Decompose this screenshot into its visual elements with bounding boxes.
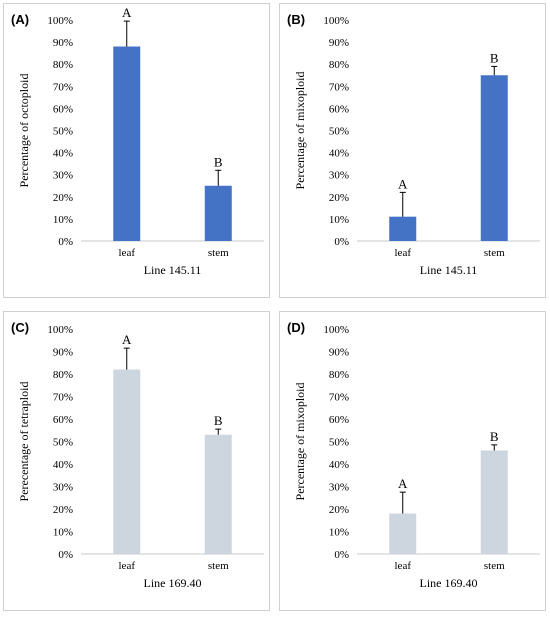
y-tick-label: 50% [53, 126, 73, 138]
y-tick-label: 90% [329, 37, 349, 49]
y-tick-label: 60% [53, 414, 73, 426]
bar-leaf [113, 369, 141, 554]
y-tick-label: 70% [329, 81, 349, 93]
significance-letter: B [490, 429, 499, 444]
y-tick-label: 100% [47, 15, 73, 27]
y-tick-label: 0% [58, 236, 73, 248]
x-category-label: leaf [119, 247, 136, 259]
y-axis-title: Percentage of octoploid [17, 74, 31, 188]
y-tick-label: 0% [334, 236, 349, 248]
x-axis-title: Line 169.40 [144, 576, 202, 590]
y-tick-label: 10% [53, 527, 73, 539]
y-tick-label: 50% [329, 437, 349, 449]
bar-stem [480, 450, 508, 554]
y-tick-label: 40% [329, 459, 349, 471]
panel-label: (A) [11, 12, 30, 27]
y-tick-label: 10% [53, 214, 73, 226]
y-tick-label: 80% [53, 59, 73, 71]
significance-letter: B [214, 154, 223, 169]
y-tick-label: 60% [329, 414, 349, 426]
x-category-label: leaf [395, 247, 412, 259]
bar-stem [204, 434, 232, 554]
y-tick-label: 100% [323, 15, 349, 27]
y-tick-label: 30% [329, 482, 349, 494]
significance-letter: A [398, 176, 408, 191]
y-tick-label: 40% [53, 148, 73, 160]
y-tick-label: 40% [53, 459, 73, 471]
y-tick-label: 80% [53, 369, 73, 381]
bar-stem [480, 75, 508, 241]
y-axis-title: Perecentage of tetraploid [17, 382, 31, 502]
x-axis-title: Line 145.11 [420, 263, 478, 277]
y-axis-title: Percentage of mixoploid [293, 383, 307, 501]
significance-letter: A [122, 5, 132, 20]
x-category-label: stem [484, 560, 505, 572]
y-tick-label: 20% [53, 192, 73, 204]
y-tick-label: 70% [53, 392, 73, 404]
bar-leaf [389, 216, 417, 241]
y-tick-label: 20% [329, 192, 349, 204]
panel-label: (B) [287, 12, 306, 27]
x-category-label: leaf [395, 560, 412, 572]
y-tick-label: 100% [47, 324, 73, 336]
y-tick-label: 40% [329, 148, 349, 160]
x-category-label: stem [208, 247, 229, 259]
y-tick-label: 50% [329, 126, 349, 138]
bar-leaf [389, 513, 417, 554]
significance-letter: B [214, 413, 223, 428]
y-tick-label: 30% [329, 170, 349, 182]
x-axis-title: Line 145.11 [144, 263, 202, 277]
y-tick-label: 90% [329, 347, 349, 359]
y-tick-label: 70% [53, 81, 73, 93]
y-tick-label: 70% [329, 392, 349, 404]
y-tick-label: 30% [53, 482, 73, 494]
significance-letter: A [398, 476, 408, 491]
panel-label: (D) [287, 320, 306, 335]
y-tick-label: 50% [53, 437, 73, 449]
panel-label: (C) [11, 320, 30, 335]
y-tick-label: 10% [329, 214, 349, 226]
significance-letter: A [122, 332, 132, 347]
y-tick-label: 60% [53, 103, 73, 115]
bar-leaf [113, 46, 141, 241]
y-tick-label: 30% [53, 170, 73, 182]
y-tick-label: 80% [329, 59, 349, 71]
y-tick-label: 10% [329, 527, 349, 539]
y-tick-label: 90% [53, 37, 73, 49]
y-tick-label: 100% [323, 324, 349, 336]
bar-stem [204, 185, 232, 241]
y-tick-label: 0% [334, 549, 349, 561]
significance-letter: B [490, 50, 499, 65]
y-tick-label: 90% [53, 347, 73, 359]
x-category-label: stem [484, 247, 505, 259]
y-axis-title: Percentage of mixoploid [293, 72, 307, 190]
y-tick-label: 20% [329, 504, 349, 516]
y-tick-label: 60% [329, 103, 349, 115]
x-category-label: stem [208, 560, 229, 572]
y-tick-label: 20% [53, 504, 73, 516]
x-category-label: leaf [119, 560, 136, 572]
y-tick-label: 80% [329, 369, 349, 381]
y-tick-label: 0% [58, 549, 73, 561]
x-axis-title: Line 169.40 [420, 576, 478, 590]
